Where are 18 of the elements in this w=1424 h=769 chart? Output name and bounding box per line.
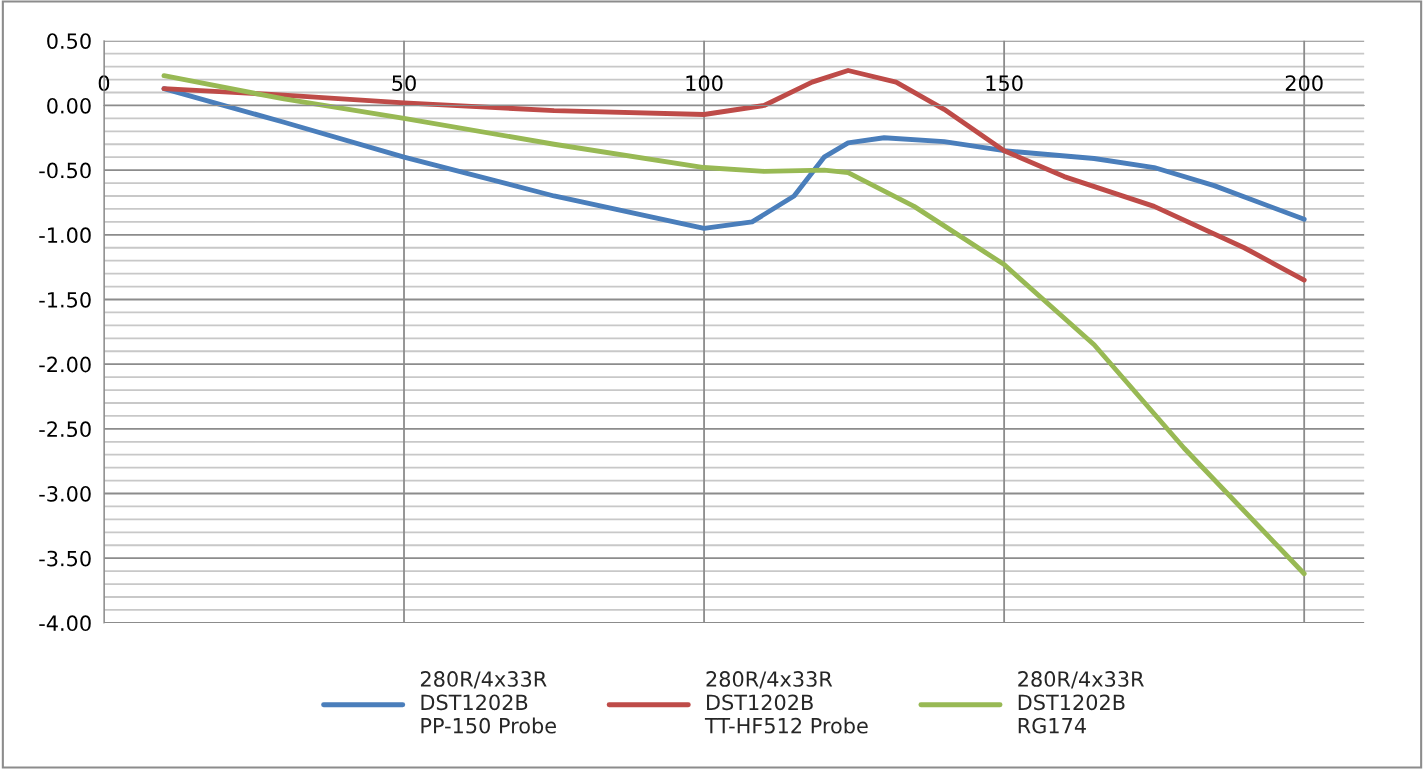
x-tick-label: 200 xyxy=(1285,75,1323,92)
y-tick-label: -3.50 xyxy=(39,550,91,567)
y-tick-label: -1.00 xyxy=(39,227,91,244)
legend-label: 280R/4x33R DST1202B TT-HF512 Probe xyxy=(704,671,868,734)
y-tick-label: -2.00 xyxy=(39,356,91,373)
y-tick-label: -4.00 xyxy=(39,615,91,632)
y-tick-label: -0.50 xyxy=(39,162,91,179)
x-tick-label: 150 xyxy=(986,75,1023,92)
y-tick-label: 0.50 xyxy=(47,33,91,49)
legend-label: 280R/4x33R DST1202B RG174 xyxy=(1018,671,1144,734)
y-tick-label: -1.50 xyxy=(39,291,91,308)
y-tick-label: -2.50 xyxy=(39,421,91,438)
y-tick-label: -3.00 xyxy=(39,485,91,502)
y-tick-label: 0.00 xyxy=(47,97,91,114)
x-tick-label: 100 xyxy=(686,75,723,92)
legend-label: 280R/4x33R DST1202B PP-150 Probe xyxy=(420,671,556,734)
x-tick-label: 50 xyxy=(392,75,416,92)
x-tick-label: 0 xyxy=(98,75,110,92)
